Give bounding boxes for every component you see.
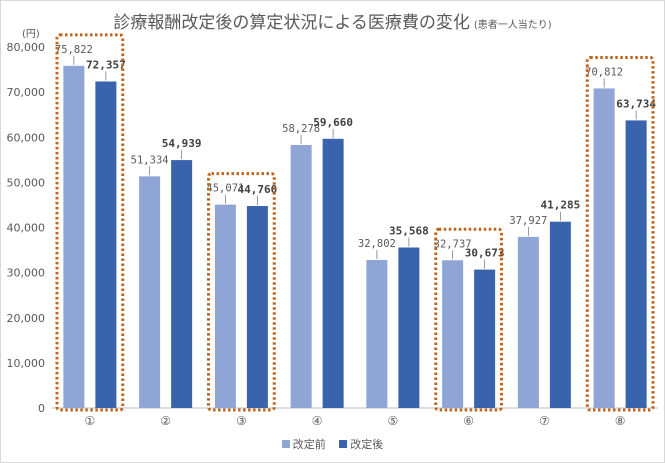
legend-swatch-after: [339, 440, 348, 448]
bar: [290, 145, 312, 409]
data-label: 63,734: [616, 97, 656, 110]
x-tick-label: ④: [312, 414, 323, 428]
data-label: 70,812: [585, 66, 623, 78]
chart-subtitle: (患者一人当たり): [473, 20, 552, 31]
x-tick-label: ③: [236, 414, 247, 428]
y-tick-label: 20,000: [7, 312, 46, 325]
data-label: 41,285: [541, 199, 581, 212]
data-label: 37,927: [509, 215, 547, 227]
bar: [474, 269, 496, 408]
x-tick-label: ⑥: [463, 414, 474, 428]
bar: [322, 138, 344, 409]
data-label: 54,939: [162, 137, 202, 150]
legend-label-before: 改定前: [292, 438, 326, 451]
chart-title: 診療報酬改定後の算定状況による医療費の変化: [113, 13, 470, 33]
data-label: 59,660: [313, 116, 353, 129]
data-label: 44,760: [238, 183, 278, 196]
bar: [549, 221, 571, 408]
data-label: 30,673: [465, 247, 505, 260]
x-tick-label: ①: [84, 414, 95, 428]
y-tick-label: 40,000: [7, 222, 46, 235]
data-label: 72,357: [86, 58, 126, 71]
y-axis-unit: (円): [22, 29, 40, 40]
x-tick-label: ⑦: [539, 414, 550, 428]
bar: [95, 81, 117, 408]
legend: 改定前 改定後: [0, 436, 665, 452]
legend-label-after: 改定後: [350, 438, 384, 451]
bar: [171, 160, 193, 408]
x-tick-label: ②: [160, 414, 171, 428]
y-tick-label: 50,000: [7, 176, 46, 189]
highlight-box: [585, 55, 655, 412]
bar: [442, 260, 464, 408]
data-label: 75,822: [55, 44, 93, 56]
y-tick-label: 70,000: [7, 86, 46, 99]
bar: [398, 247, 420, 408]
y-tick-label: 60,000: [7, 131, 46, 144]
highlight-box: [434, 227, 503, 412]
data-label: 32,802: [358, 238, 396, 250]
data-label: 58,278: [282, 123, 320, 135]
legend-item-after: 改定後: [339, 436, 383, 452]
bar: [625, 120, 647, 408]
bar: [139, 176, 161, 408]
y-tick-label: 0: [38, 402, 45, 415]
legend-swatch-before: [281, 440, 290, 448]
bar: [593, 88, 615, 409]
data-label: 45,071: [206, 183, 244, 195]
y-tick-label: 30,000: [7, 267, 46, 280]
y-tick-label: 80,000: [7, 41, 46, 54]
data-label: 51,334: [131, 154, 169, 166]
data-label: 32,737: [434, 238, 472, 250]
x-tick-label: ⑤: [387, 414, 398, 428]
bar: [366, 259, 388, 408]
bar: [246, 206, 268, 408]
bar: [517, 236, 539, 408]
chart-title-block: 診療報酬改定後の算定状況による医療費の変化 (患者一人当たり): [0, 8, 665, 33]
legend-item-before: 改定前: [281, 436, 326, 452]
highlight-box: [55, 33, 125, 412]
bar: [214, 204, 236, 408]
bar: [63, 65, 85, 409]
y-tick-label: 10,000: [7, 357, 46, 370]
x-tick-label: ⑧: [615, 414, 626, 428]
data-label: 35,568: [389, 224, 429, 237]
